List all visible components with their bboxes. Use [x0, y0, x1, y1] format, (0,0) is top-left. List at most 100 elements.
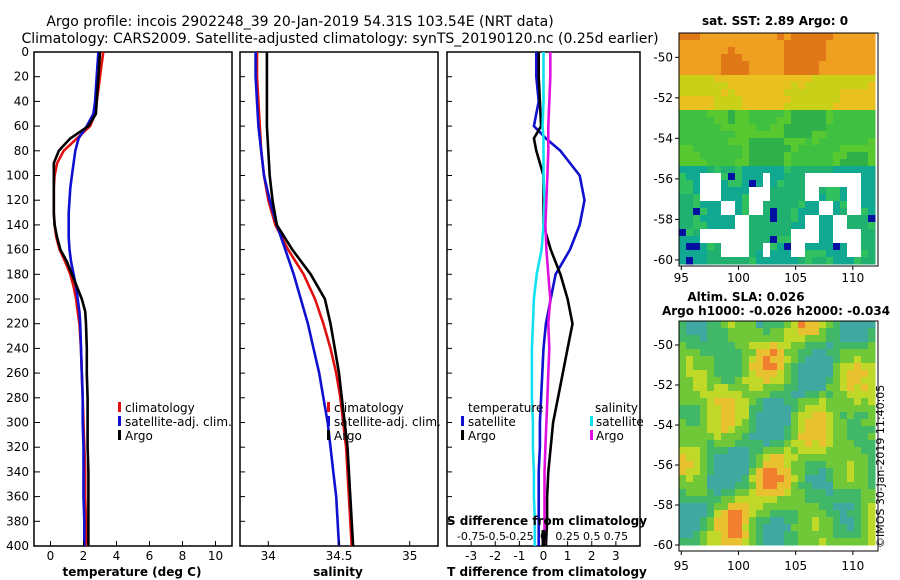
map-cell — [749, 454, 757, 462]
map-cell — [798, 82, 806, 90]
map-cell — [826, 433, 834, 441]
map-cell — [819, 391, 827, 399]
map-cell — [686, 82, 694, 90]
map-cell — [735, 96, 743, 104]
map-cell — [721, 103, 729, 111]
map-cell — [847, 54, 855, 62]
map-cell — [805, 517, 813, 525]
map-cell — [833, 398, 841, 406]
map-cell — [784, 426, 792, 434]
map-cell — [700, 405, 708, 413]
map-cell — [707, 229, 715, 237]
map-cell — [707, 68, 715, 76]
map-cell — [805, 47, 813, 55]
map-y-tick-label: -60 — [653, 253, 673, 267]
map-cell — [700, 201, 708, 209]
map-cell — [742, 201, 750, 209]
map-cell — [861, 538, 869, 546]
map-cell — [833, 257, 841, 265]
map-cell — [819, 152, 827, 160]
depth-tick-label: 40 — [14, 94, 29, 108]
map-cell — [756, 47, 764, 55]
map-cell — [791, 96, 799, 104]
map-cell — [777, 131, 785, 139]
map-cell — [756, 110, 764, 118]
map-cell — [868, 524, 876, 532]
map-cell — [742, 517, 750, 525]
map-cell — [700, 531, 708, 539]
map-cell — [728, 180, 736, 188]
map-cell — [840, 342, 848, 350]
map-cell — [798, 117, 806, 125]
map-cell — [784, 201, 792, 209]
map-cell — [798, 110, 806, 118]
map-cell — [700, 89, 708, 97]
map-cell — [707, 328, 715, 336]
map-cell — [868, 440, 876, 448]
map-cell — [763, 194, 771, 202]
legend-swatch-argo — [327, 430, 330, 440]
map-cell — [812, 440, 820, 448]
map-cell — [749, 40, 757, 48]
map-cell — [868, 159, 876, 167]
map-cell — [749, 89, 757, 97]
map-cell — [840, 363, 848, 371]
map-cell — [749, 145, 757, 153]
map-cell — [735, 468, 743, 476]
map-cell — [742, 363, 750, 371]
map-x-tick-label: 95 — [674, 559, 689, 573]
map-cell — [868, 173, 876, 181]
map-cell — [861, 489, 869, 497]
map-cell — [777, 370, 785, 378]
depth-tick-label: 160 — [6, 243, 29, 257]
map-cell — [798, 229, 806, 237]
map-cell — [693, 496, 701, 504]
map-cell — [847, 215, 855, 223]
map-cell — [784, 482, 792, 490]
map-cell — [686, 384, 694, 392]
map-cell — [854, 377, 862, 385]
map-cell — [735, 517, 743, 525]
map-cell — [728, 321, 736, 329]
map-cell — [777, 47, 785, 55]
map-cell — [861, 384, 869, 392]
map-cell — [777, 110, 785, 118]
map-cell — [770, 524, 778, 532]
map-cell — [728, 166, 736, 174]
map-cell — [686, 454, 694, 462]
map-cell — [756, 482, 764, 490]
map-cell — [763, 103, 771, 111]
map-cell — [742, 54, 750, 62]
map-cell — [756, 180, 764, 188]
map-cell — [679, 201, 687, 209]
map-cell — [791, 215, 799, 223]
map-cell — [812, 89, 820, 97]
map-cell — [735, 75, 743, 83]
map-cell — [707, 370, 715, 378]
map-cell — [763, 510, 771, 518]
map-cell — [679, 103, 687, 111]
map-cell — [749, 496, 757, 504]
map-cell — [777, 328, 785, 336]
map-cell — [679, 384, 687, 392]
map-cell — [735, 342, 743, 350]
map-cell — [791, 54, 799, 62]
map-cell — [686, 138, 694, 146]
map-cell — [735, 33, 743, 41]
map-cell — [819, 412, 827, 420]
map-cell — [721, 356, 729, 364]
map-cell — [749, 328, 757, 336]
map-cell — [700, 510, 708, 518]
x-tick-label: 35 — [402, 549, 417, 563]
map-cell — [777, 152, 785, 160]
map-cell — [707, 419, 715, 427]
map-cell — [679, 538, 687, 546]
map-cell — [833, 475, 841, 483]
map-cell — [826, 328, 834, 336]
map-cell — [861, 531, 869, 539]
map-cell — [686, 356, 694, 364]
map-cell — [756, 321, 764, 329]
map-cell — [714, 496, 722, 504]
map-cell — [812, 75, 820, 83]
map-y-tick-label: -52 — [653, 378, 673, 392]
